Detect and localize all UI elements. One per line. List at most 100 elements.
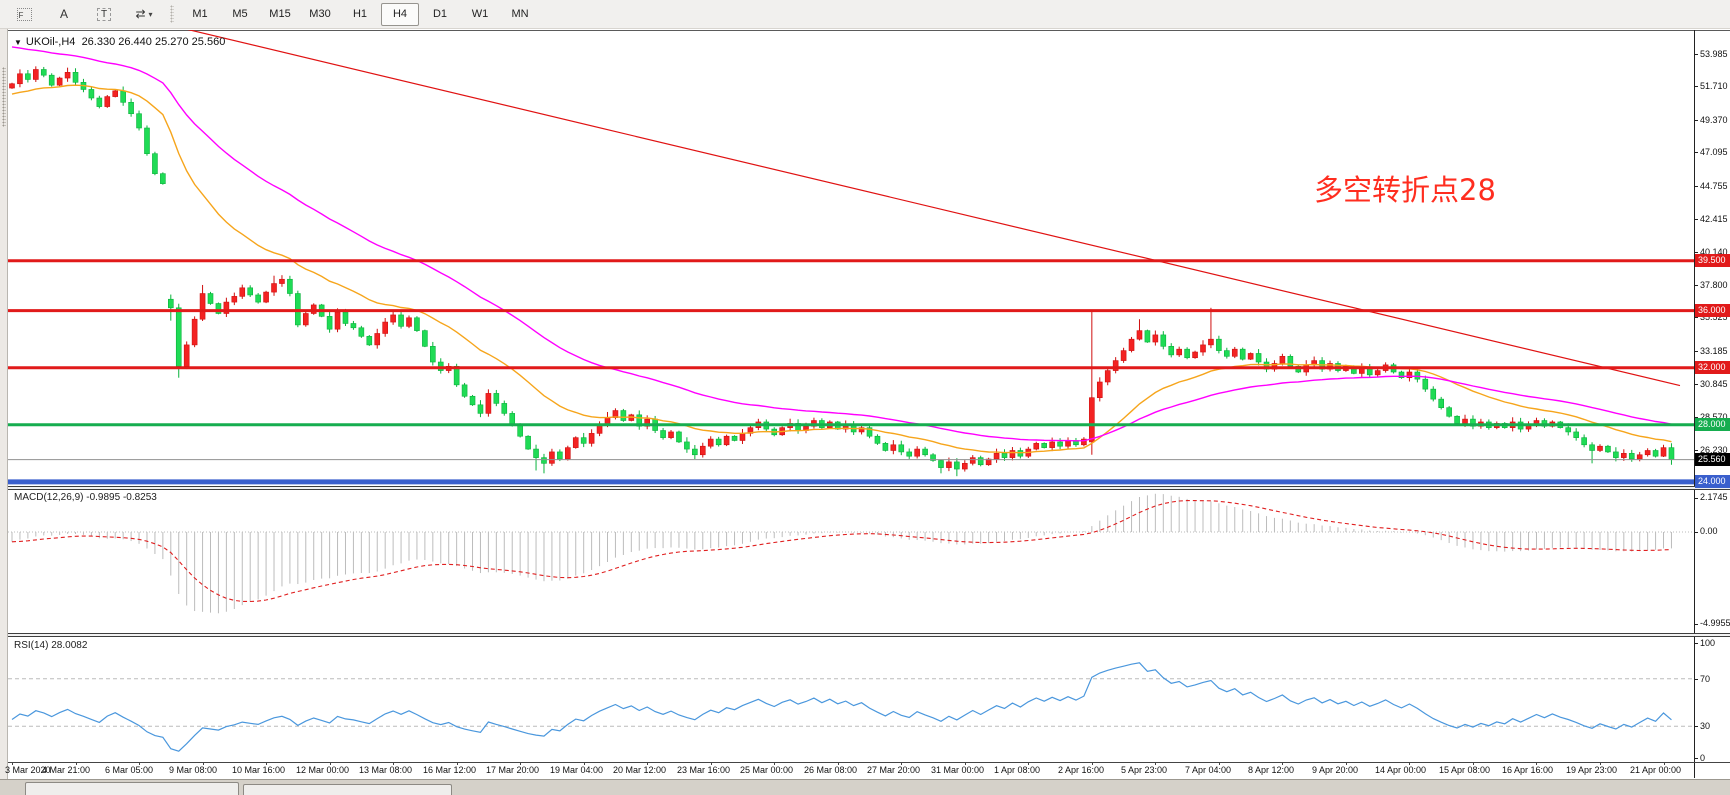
chart-window-border	[8, 30, 1730, 31]
arrow-label-icon-button[interactable]: A	[45, 3, 83, 26]
macd-axis-label: 0.00	[1700, 526, 1718, 536]
price-tick-mark	[1694, 317, 1698, 318]
timeframe-button-mn[interactable]: MN	[511, 8, 529, 20]
date-tick-label: 21 Apr 00:00	[1630, 765, 1682, 775]
macd-tick-mark	[1694, 532, 1698, 533]
panel-divider[interactable]	[8, 633, 1730, 637]
date-tick-mark	[1409, 762, 1410, 765]
ohlc-values: 26.330 26.440 25.270 25.560	[81, 36, 226, 48]
level-price-label: 36.000	[1695, 304, 1730, 317]
panel-divider[interactable]	[8, 486, 1730, 490]
rsi-axis-label: 100	[1700, 638, 1716, 648]
date-tick-label: 1 Apr 08:00	[994, 765, 1041, 775]
date-tick-mark	[838, 762, 839, 765]
timeframe-button-h1[interactable]: H1	[352, 8, 368, 20]
date-tick-label: 19 Apr 23:00	[1566, 765, 1618, 775]
symbol-dropdown-icon[interactable]: ▼	[14, 38, 22, 47]
price-tick-mark	[1694, 54, 1698, 55]
date-tick-mark	[76, 762, 77, 765]
date-tick-label: 26 Mar 08:00	[804, 765, 858, 775]
current-price-label: 25.560	[1695, 453, 1730, 466]
date-tick-mark	[330, 762, 331, 765]
timeframe-button-h4[interactable]: H4	[381, 2, 419, 26]
price-tick-mark	[1694, 285, 1698, 286]
date-tick-mark	[520, 762, 521, 765]
rsi-tick-mark	[1694, 679, 1698, 680]
macd-tick-mark	[1694, 498, 1698, 499]
chart-tab[interactable]	[25, 782, 239, 795]
chart-annotation-text[interactable]: 多空转折点28	[1314, 173, 1496, 207]
timeframe-button-w1[interactable]: W1	[471, 8, 489, 20]
rsi-tick-mark	[1694, 643, 1698, 644]
dock-grip-handle[interactable]	[2, 67, 6, 127]
date-tick-label: 9 Mar 08:00	[169, 765, 218, 775]
price-axis-line	[1694, 30, 1695, 778]
rsi-label: RSI(14) 28.0082	[14, 640, 88, 651]
date-tick-label: 13 Mar 08:00	[359, 765, 413, 775]
chart-tab[interactable]	[243, 784, 452, 795]
level-price-label: 32.000	[1695, 361, 1730, 374]
date-tick-mark	[203, 762, 204, 765]
timeframe-button-m5[interactable]: M5	[232, 8, 248, 20]
main-chart-canvas[interactable]	[8, 30, 1694, 488]
date-tick-label: 27 Mar 20:00	[867, 765, 921, 775]
date-tick-label: 31 Mar 00:00	[931, 765, 985, 775]
date-tick-mark	[647, 762, 648, 765]
level-price-label: 28.000	[1695, 418, 1730, 431]
effects-grid-icon-button[interactable]: F	[5, 3, 43, 26]
price-tick-label: 49.370	[1700, 115, 1728, 125]
price-tick-mark	[1694, 351, 1698, 352]
date-tick-label: 15 Apr 08:00	[1439, 765, 1491, 775]
symbol-period-label: UKOil-,H4	[25, 36, 76, 48]
price-tick-label: 40.140	[1700, 247, 1728, 257]
effects-grid-icon: F	[16, 7, 32, 21]
top-toolbar: F A T ⇄ ▾ M1 M5 M15 M30 H1 H4 D1 W1 MN	[0, 0, 1730, 29]
price-tick-label: 33.185	[1700, 346, 1728, 356]
date-tick-mark	[1346, 762, 1347, 765]
date-tick-label: 8 Apr 12:00	[1248, 765, 1295, 775]
price-tick-label: 47.095	[1700, 147, 1728, 157]
price-tick-label: 51.710	[1700, 81, 1728, 91]
dropdown-caret-icon[interactable]: ▾	[148, 9, 153, 19]
price-tick-label: 53.985	[1700, 49, 1728, 59]
cycle-arrows-icon-button[interactable]: ⇄ ▾	[125, 3, 163, 26]
price-tick-label: 44.755	[1700, 181, 1728, 191]
timeframe-button-m15[interactable]: M15	[269, 8, 291, 20]
date-tick-label: 2 Apr 16:00	[1058, 765, 1105, 775]
date-tick-label: 3 Mar 2020	[5, 765, 51, 775]
rsi-tick-mark	[1694, 726, 1698, 727]
timeframe-button-m30[interactable]: M30	[309, 8, 331, 20]
date-tick-mark	[1536, 762, 1537, 765]
date-tick-label: 10 Mar 16:00	[232, 765, 286, 775]
date-tick-label: 20 Mar 12:00	[613, 765, 667, 775]
date-tick-mark	[584, 762, 585, 765]
rsi-axis-label: 30	[1700, 721, 1711, 731]
price-tick-label: 37.800	[1700, 280, 1728, 290]
price-tick-label: 35.525	[1700, 312, 1728, 322]
date-tick-label: 5 Apr 23:00	[1121, 765, 1168, 775]
price-tick-mark	[1694, 252, 1698, 253]
text-label-icon: T	[96, 7, 112, 21]
toolbar-grip[interactable]	[170, 5, 174, 23]
text-label-icon-button[interactable]: T	[85, 3, 123, 26]
macd-axis-label: -4.9955	[1700, 618, 1730, 628]
timeframe-button-m1[interactable]: M1	[192, 8, 208, 20]
rsi-panel-canvas[interactable]	[8, 637, 1694, 762]
macd-tick-mark	[1694, 624, 1698, 625]
price-tick-mark	[1694, 120, 1698, 121]
price-tick-mark	[1694, 450, 1698, 451]
macd-panel-canvas[interactable]	[8, 490, 1694, 635]
price-tick-mark	[1694, 152, 1698, 153]
date-tick-label: 16 Mar 12:00	[423, 765, 477, 775]
price-tick-mark	[1694, 384, 1698, 385]
timeframe-button-d1[interactable]: D1	[432, 8, 448, 20]
date-tick-mark	[1600, 762, 1601, 765]
date-tick-label: 17 Mar 20:00	[486, 765, 540, 775]
date-tick-label: 4 Mar 21:00	[42, 765, 91, 775]
date-tick-mark	[1155, 762, 1156, 765]
left-dock-strip	[0, 29, 8, 795]
date-axis-line	[8, 762, 1730, 763]
date-tick-label: 23 Mar 16:00	[677, 765, 731, 775]
price-tick-mark	[1694, 219, 1698, 220]
